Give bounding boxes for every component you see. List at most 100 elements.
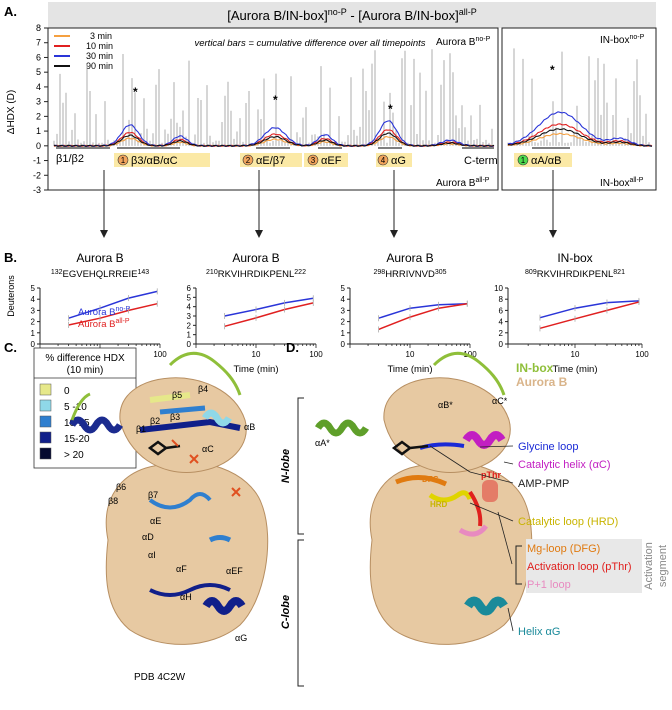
region-label-aE-b7: αE/β7 xyxy=(256,155,285,167)
panel-b-chart-title: Aurora B xyxy=(76,251,123,265)
panel-b-xtick-label: 100 xyxy=(309,350,323,359)
panel-b-chart-3: Aurora B 298HRRIVNVD305 0 1 2 3 4 5 10 100 Time (m… xyxy=(341,251,478,375)
svg-text:αH: αH xyxy=(180,592,192,602)
corner-aurora-nop: Aurora Bno-P xyxy=(436,36,491,48)
panel-b-series-line xyxy=(539,300,639,319)
region-label-aEF: αEF xyxy=(321,155,342,167)
panel-b-ytick-label: 2 xyxy=(341,318,346,327)
legend-label-90min: 90 min xyxy=(86,61,113,71)
panel-b-peptide-label: 809RKVIHRDIKPENL821 xyxy=(525,269,625,280)
panel-b-ytick-label: 6 xyxy=(499,306,504,315)
region-number-badge-1 xyxy=(117,154,129,166)
panel-label-c: C. xyxy=(4,340,17,355)
callout-activation-loop: Activation loop (pThr) xyxy=(527,561,632,573)
panel-a-ytick-label: 5 xyxy=(36,67,41,77)
svg-text:αI: αI xyxy=(148,550,156,560)
panel-c-caption: PDB 4C2W xyxy=(134,672,186,683)
callout-catalytic-loop: Catalytic loop (HRD) xyxy=(518,516,618,528)
panel-b-xlabel: Time (min) xyxy=(387,364,432,375)
panel-b-xlabel: Time (min) xyxy=(552,364,597,375)
panel-b-chart-4: IN-box 809RKVIHRDIKPENL821 0 2 4 6 8 10 10 100 Tim… xyxy=(494,251,649,375)
star-marker-4: * xyxy=(550,63,555,77)
panel-b-series-line xyxy=(378,302,468,319)
panel-b-ytick-label: 3 xyxy=(341,306,346,315)
svg-text:β1: β1 xyxy=(136,424,146,434)
svg-text:αE: αE xyxy=(150,516,161,526)
panel-b-ytick-label: 6 xyxy=(187,284,192,293)
hdx-legend-swatch xyxy=(39,447,52,460)
svg-text:β3: β3 xyxy=(170,412,180,422)
panel-b-ytick-label: 1 xyxy=(187,331,192,340)
panel-c-legend: % difference HDX (10 min) 05 -1010-1515-… xyxy=(33,347,137,469)
region-number-badge-inbox xyxy=(517,154,529,166)
panel-a-inbox-box xyxy=(501,27,657,191)
panel-a-ytick-label: 2 xyxy=(36,111,41,121)
panel-b-chart-title: IN-box xyxy=(557,251,592,265)
panel-b-ytick-label: 3 xyxy=(187,312,192,321)
svg-text:1: 1 xyxy=(521,156,526,165)
region-label-aA-aB: αA/αB xyxy=(531,155,561,167)
panel-a-note: vertical bars = cumulative difference ov… xyxy=(194,38,425,49)
panel-a-ytick-label: -1 xyxy=(33,156,41,166)
star-marker-1: * xyxy=(133,85,138,99)
region-number-badge-3 xyxy=(307,154,319,166)
panel-a-difference-traces xyxy=(53,111,653,147)
panel-b-peptide-label: 298HRRIVNVD305 xyxy=(374,269,447,280)
panel-a-ytick-label: 6 xyxy=(36,52,41,62)
hdx-legend-swatch xyxy=(39,383,52,396)
c-lobe-label: C-lobe xyxy=(280,595,292,629)
panel-b-legend-allp: Aurora Ball-P xyxy=(78,318,130,330)
panel-d-structure xyxy=(314,351,533,645)
region-label-b3-aB-aC: β3/αB/αC xyxy=(131,155,178,167)
panel-d-structure-labels: αB* αC* αA* DFG HRD pThr xyxy=(315,396,508,509)
region-label-aG: αG xyxy=(391,155,406,167)
panel-b-ytick-label: 4 xyxy=(499,318,504,327)
region-label-b1b2: β1/β2 xyxy=(56,153,84,165)
svg-text:β6: β6 xyxy=(116,482,126,492)
hdx-legend-label: 5 -10 xyxy=(64,402,87,413)
panel-b-peptide-label: 132EGVEHQLRREIE143 xyxy=(51,269,149,280)
callout-catalytic-helix: Catalytic helix (αC) xyxy=(518,459,611,471)
svg-text:β8: β8 xyxy=(108,496,118,506)
svg-text:αB: αB xyxy=(244,422,255,432)
region-number-badge-4 xyxy=(377,154,389,166)
panel-b-xtick-label: 100 xyxy=(463,350,477,359)
panel-b-ytick-label: 10 xyxy=(494,284,503,293)
panel-b-ytick-label: 4 xyxy=(31,295,36,304)
activation-segment-label-1: Activation xyxy=(643,542,655,590)
panel-b-xtick-label: 100 xyxy=(153,350,167,359)
panel-a-to-b-arrows xyxy=(100,170,557,238)
hdx-legend-label: 0 xyxy=(64,386,70,397)
svg-text:αD: αD xyxy=(142,532,154,542)
activation-segment-label-2: segment xyxy=(657,545,669,587)
panel-b-series-line xyxy=(68,302,158,326)
panel-a-header-bar xyxy=(48,2,656,28)
panel-a-cumulative-bars xyxy=(53,48,650,146)
star-marker-3: * xyxy=(388,102,393,116)
callout-glycine-loop: Glycine loop xyxy=(518,441,579,453)
svg-text:1: 1 xyxy=(121,156,126,165)
panel-b-xtick-label: 100 xyxy=(635,350,649,359)
panel-b-xtick-label: 10 xyxy=(406,350,415,359)
corner-inbox-nop: IN-boxno-P xyxy=(600,34,645,46)
panel-b-ytick-label: 1 xyxy=(341,329,346,338)
panel-b-ytick-label: 2 xyxy=(31,318,36,327)
hdx-difference-trace xyxy=(507,128,653,147)
legend-label-30min: 30 min xyxy=(86,51,113,61)
svg-text:αG: αG xyxy=(235,633,247,643)
panel-a-ylabel: ΔHDX (D) xyxy=(6,90,17,134)
panel-b-xtick-label: 10 xyxy=(571,350,580,359)
callout-mg-loop: Mg-loop (DFG) xyxy=(527,543,600,555)
panel-b-ytick-label: 4 xyxy=(187,303,192,312)
callout-amp-pmp: AMP-PMP xyxy=(518,478,569,490)
helix-label-aA: αA* xyxy=(315,438,330,448)
panel-b-ytick-label: 5 xyxy=(31,284,36,293)
panel-a-header: [Aurora B/IN-box]no-P - [Aurora B/IN-box… xyxy=(227,7,476,23)
dfg-short: DFG xyxy=(422,475,439,484)
legend-label-10min: 10 min xyxy=(86,41,113,51)
panel-b-legend-nop: Aurora Bno-P xyxy=(78,306,131,318)
hdx-difference-trace xyxy=(507,123,653,147)
panel-b-chart-title: Aurora B xyxy=(386,251,433,265)
